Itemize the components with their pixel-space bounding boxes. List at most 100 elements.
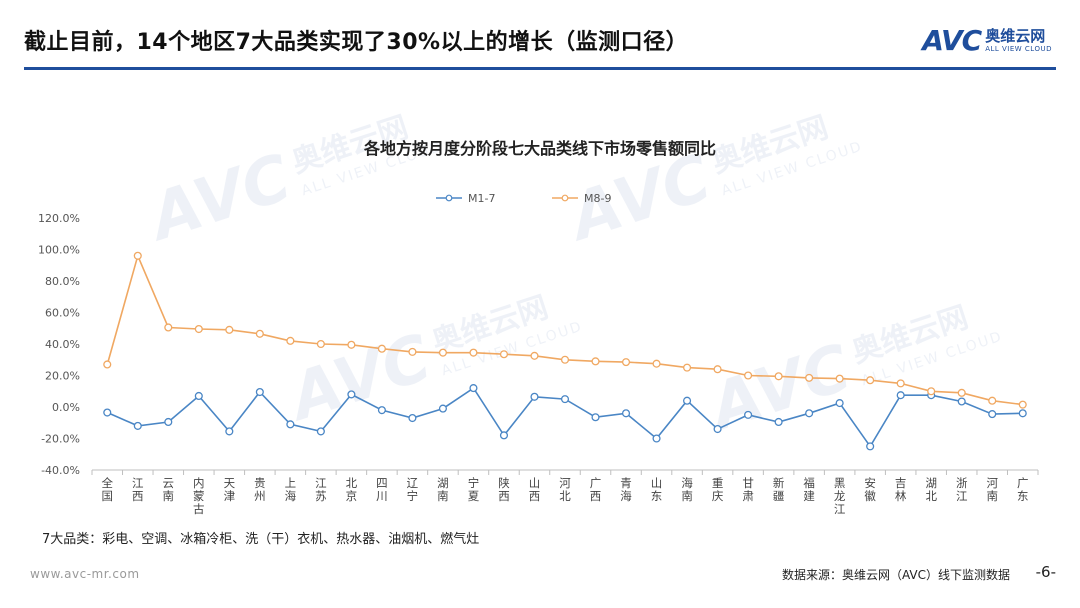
- x-tick-label: 江西: [132, 476, 144, 503]
- data-point: [713, 365, 722, 374]
- data-point: [255, 387, 264, 397]
- data-point: [316, 339, 325, 349]
- data-point: [805, 373, 814, 382]
- data-point: [286, 420, 295, 429]
- data-point: [896, 379, 905, 388]
- x-tick-label: 宁夏: [468, 476, 480, 503]
- data-point: [469, 384, 478, 393]
- x-tick-label: 山西: [529, 476, 541, 503]
- data-point: [438, 404, 447, 413]
- data-point: [683, 363, 692, 372]
- x-tick-label: 全国: [102, 476, 114, 503]
- x-tick-label: 湖北: [925, 476, 937, 503]
- data-point: [652, 434, 661, 443]
- legend-item-0: M1-7: [436, 192, 495, 205]
- data-point: [286, 336, 295, 345]
- data-point: [713, 424, 722, 434]
- x-tick-label: 广西: [590, 476, 602, 503]
- data-point: [560, 395, 570, 404]
- logo-avc-text: AVC: [922, 24, 982, 57]
- y-tick-label: 20.0%: [45, 370, 80, 383]
- title-divider: [24, 67, 1056, 70]
- data-point: [927, 387, 936, 396]
- data-point: [957, 388, 966, 397]
- data-point: [988, 396, 997, 405]
- x-tick-label: 山东: [651, 476, 663, 503]
- data-point: [744, 410, 753, 419]
- data-point: [621, 409, 631, 418]
- data-point: [408, 413, 417, 423]
- category-note: 7大品类：彩电、空调、冰箱冷柜、洗（干）衣机、热水器、油烟机、燃气灶: [42, 532, 480, 547]
- x-tick-label: 浙江: [956, 476, 968, 503]
- data-point: [652, 359, 661, 368]
- y-axis: 120.0% 100.0% 80.0% 60.0% 40.0% 20.0% 0.0% -20.…: [38, 212, 80, 477]
- data-point: [621, 358, 631, 367]
- x-tick-label: 广东: [1017, 476, 1029, 503]
- data-point: [744, 371, 753, 380]
- x-tick-label: 四川: [376, 476, 388, 503]
- data-point: [316, 427, 325, 436]
- data-point: [530, 392, 539, 401]
- legend-item-1: M8-9: [552, 192, 611, 205]
- data-point: [347, 340, 356, 349]
- data-point: [133, 421, 142, 430]
- x-tick-label: 辽宁: [407, 476, 419, 503]
- y-tick-label: 100.0%: [38, 244, 80, 257]
- chart-legend: M1-7 M8-9: [436, 192, 611, 205]
- data-point: [225, 325, 234, 334]
- data-point: [1018, 409, 1027, 418]
- page-title: 截止目前，14个地区7大品类实现了30%以上的增长（监测口径）: [24, 30, 689, 55]
- data-point: [835, 399, 844, 408]
- data-point: [957, 397, 966, 406]
- page-number: -6-: [1035, 563, 1056, 581]
- chart-title: 各地方按月度分阶段七大品类线下市场零售额同比: [363, 139, 716, 158]
- legend-label-1: M8-9: [584, 192, 611, 205]
- data-point: [164, 323, 173, 332]
- y-tick-label: 60.0%: [45, 307, 80, 320]
- x-tick-label: 甘肃: [742, 476, 754, 503]
- data-point: [255, 329, 264, 338]
- x-tick-label: 河南: [986, 476, 998, 503]
- x-tick-label: 贵州: [254, 476, 266, 503]
- data-point: [866, 376, 875, 385]
- x-tick-label: 重庆: [712, 476, 724, 503]
- data-point: [225, 427, 234, 436]
- x-tick-label: 陕西: [498, 476, 510, 503]
- x-tick-label: 内蒙古: [193, 476, 205, 516]
- data-point: [377, 406, 386, 415]
- x-tick-label: 湖南: [437, 476, 449, 503]
- brand-logo: AVC 奥维云网 ALL VIEW CLOUD: [922, 24, 1052, 57]
- data-point: [530, 351, 539, 360]
- data-point: [103, 360, 112, 369]
- y-tick-label: 40.0%: [45, 338, 80, 351]
- x-tick-label: 安徽: [864, 476, 876, 503]
- y-tick-label: -40.0%: [41, 464, 80, 477]
- data-point: [1018, 400, 1027, 409]
- x-tick-label: 云南: [163, 476, 175, 503]
- data-point: [408, 347, 417, 356]
- data-point: [347, 390, 356, 399]
- website-link[interactable]: www.avc-mr.com: [30, 567, 140, 581]
- data-point: [377, 344, 386, 353]
- data-point: [683, 396, 692, 405]
- data-point: [805, 409, 814, 418]
- data-point: [499, 431, 509, 440]
- data-point: [591, 413, 600, 422]
- data-point: [988, 410, 997, 419]
- data-point: [438, 348, 447, 357]
- svg-text:AVC: AVC: [557, 141, 719, 257]
- x-tick-label: 天津: [224, 476, 236, 503]
- x-tick-label: 上海: [285, 476, 297, 503]
- data-point: [194, 391, 203, 401]
- x-tick-label: 江苏: [315, 476, 327, 503]
- data-point: [103, 408, 112, 417]
- data-source: 数据来源：奥维云网（AVC）线下监测数据: [781, 568, 1010, 582]
- svg-text:AVC: AVC: [137, 141, 299, 257]
- data-point: [835, 374, 844, 383]
- data-point: [591, 357, 600, 366]
- data-point: [774, 417, 783, 427]
- logo-en-text: ALL VIEW CLOUD: [985, 44, 1052, 53]
